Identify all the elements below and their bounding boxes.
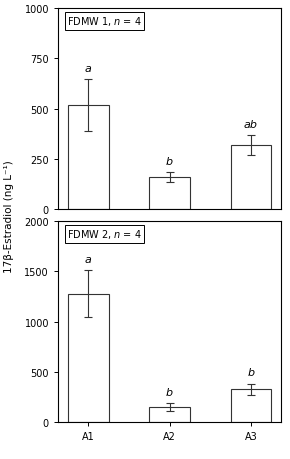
Text: a: a bbox=[85, 63, 92, 73]
Text: b: b bbox=[166, 387, 173, 397]
Text: b: b bbox=[247, 368, 254, 378]
Text: FDMW 1, $\mathit{n}$ = 4: FDMW 1, $\mathit{n}$ = 4 bbox=[67, 15, 142, 28]
Bar bbox=[68, 294, 109, 422]
Bar bbox=[231, 389, 271, 422]
Bar bbox=[231, 146, 271, 210]
Bar bbox=[68, 106, 109, 210]
Bar bbox=[149, 178, 190, 210]
Text: a: a bbox=[85, 255, 92, 265]
Text: FDMW 2, $\mathit{n}$ = 4: FDMW 2, $\mathit{n}$ = 4 bbox=[67, 228, 142, 241]
Text: 17β-Estradiol (ng L⁻¹): 17β-Estradiol (ng L⁻¹) bbox=[4, 159, 14, 272]
Text: ab: ab bbox=[244, 119, 258, 129]
Text: b: b bbox=[166, 157, 173, 167]
Bar bbox=[149, 407, 190, 422]
